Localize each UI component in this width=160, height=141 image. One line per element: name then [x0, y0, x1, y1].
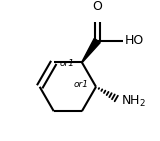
- Text: or1: or1: [74, 80, 89, 89]
- Text: O: O: [92, 0, 102, 13]
- Text: or1: or1: [60, 59, 75, 68]
- Text: NH$_2$: NH$_2$: [121, 94, 146, 109]
- Polygon shape: [82, 38, 100, 63]
- Text: HO: HO: [124, 34, 144, 47]
